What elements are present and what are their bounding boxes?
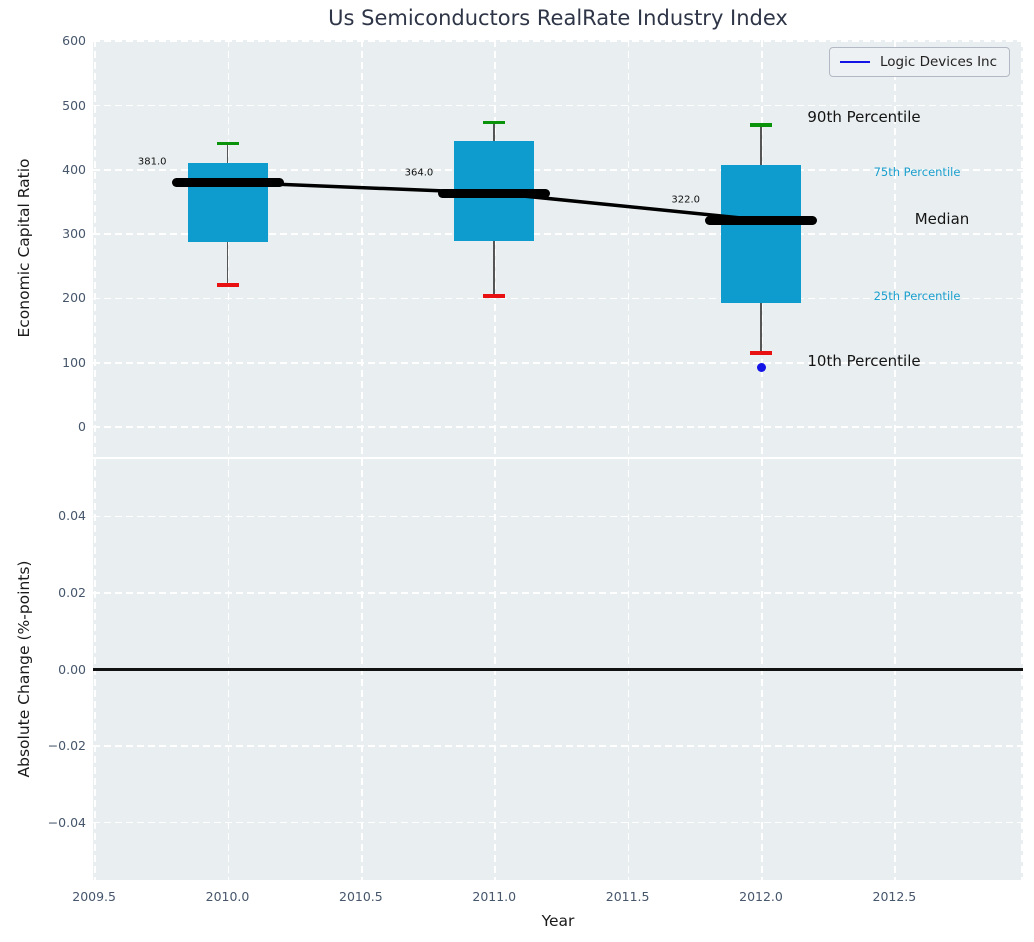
p90-cap — [750, 123, 772, 127]
legend-line-swatch — [840, 60, 870, 64]
p10-cap — [750, 351, 772, 355]
y-gridline — [93, 361, 1023, 364]
y-tick-label: 0.02 — [58, 584, 86, 600]
y-gridline — [93, 104, 1023, 107]
y-tick-label: −0.02 — [47, 738, 86, 754]
y-tick-label: 200 — [62, 290, 86, 306]
median-bar — [438, 188, 551, 198]
chart-title: Us Semiconductors RealRate Industry Inde… — [328, 6, 788, 30]
y-tick-label: 400 — [62, 161, 86, 177]
x-gridline — [360, 40, 363, 457]
y-tick-label: 100 — [62, 354, 86, 370]
company-point-marker — [756, 363, 766, 373]
p90-cap — [483, 120, 506, 125]
zero-baseline — [93, 668, 1023, 671]
y-gridline — [93, 515, 1023, 518]
x-tick-label: 2012.0 — [739, 889, 783, 904]
x-gridline — [227, 40, 230, 457]
y-gridline — [93, 233, 1023, 236]
y-gridline — [93, 297, 1023, 300]
x-gridline — [94, 40, 96, 457]
x-tick-label: 2010.0 — [205, 889, 250, 904]
median-value-label: 381.0 — [137, 156, 167, 168]
annotation-25th-percentile: 25th Percentile — [873, 289, 961, 303]
y-tick-label: 300 — [62, 226, 86, 242]
x-tick-label: 2010.5 — [339, 889, 383, 904]
median-bar — [171, 177, 284, 187]
iqr-box — [187, 163, 268, 242]
median-bar — [705, 215, 817, 225]
x-gridline — [1021, 40, 1023, 457]
x-gridline — [627, 40, 630, 457]
y-tick-label: 0.04 — [58, 508, 86, 524]
y-tick-label: 0 — [78, 419, 86, 435]
y-gridline — [93, 745, 1023, 747]
x-tick-label: 2012.5 — [872, 889, 917, 904]
y-tick-label: 0.00 — [58, 661, 86, 677]
bottom-axes — [93, 459, 1023, 880]
x-tick-label: 2009.5 — [72, 889, 116, 904]
legend: Logic Devices Inc — [829, 47, 1011, 77]
iqr-box — [721, 164, 801, 303]
annotation-10th-percentile: 10th Percentile — [807, 352, 921, 370]
top-axes: Logic Devices Inc 90th Percentile 75th P… — [93, 40, 1023, 457]
annotation-median: Median — [914, 210, 970, 228]
y-gridline — [93, 592, 1023, 594]
annotation-90th-percentile: 90th Percentile — [807, 108, 921, 126]
x-gridline — [494, 40, 496, 457]
p10-cap — [216, 283, 239, 287]
x-gridline — [894, 40, 897, 457]
x-tick-label: 2011.0 — [472, 889, 517, 904]
y-gridline — [93, 426, 1023, 428]
x-axis-label: Year — [541, 912, 575, 930]
annotation-75th-percentile: 75th Percentile — [873, 165, 961, 179]
y-gridline — [93, 821, 1023, 824]
y-tick-label: −0.04 — [47, 814, 86, 830]
median-value-label: 322.0 — [671, 194, 700, 206]
median-trend-line — [227, 180, 762, 222]
x-tick-label: 2011.5 — [605, 889, 650, 904]
y-tick-label: 600 — [62, 33, 86, 49]
median-value-label: 364.0 — [404, 167, 434, 179]
p90-cap — [216, 141, 239, 146]
y-tick-label: 500 — [62, 97, 86, 113]
p10-cap — [483, 294, 506, 298]
y-axis-label-top: Economic Capital Ratio — [15, 158, 33, 338]
legend-label: Logic Devices Inc — [880, 54, 998, 70]
y-gridline — [93, 40, 1023, 43]
y-gridline — [93, 169, 1023, 171]
